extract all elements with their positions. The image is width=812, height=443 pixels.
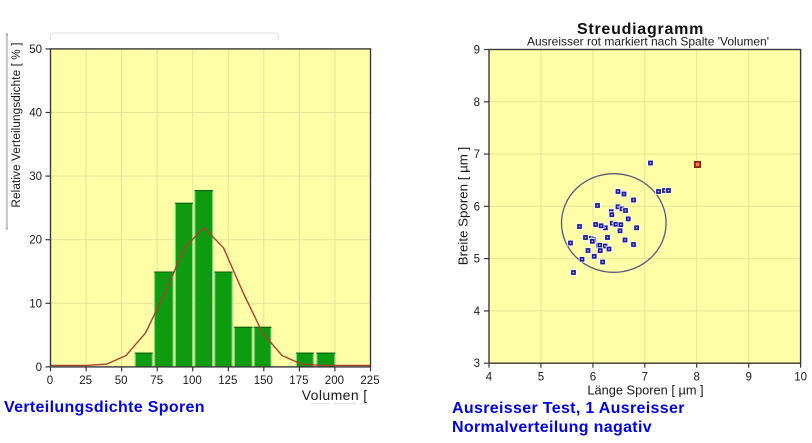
svg-text:10: 10 xyxy=(29,298,42,310)
svg-text:20: 20 xyxy=(29,235,42,247)
svg-text:0: 0 xyxy=(36,362,42,374)
svg-text:Breite Sporen [ µm ]: Breite Sporen [ µm ] xyxy=(456,147,471,266)
svg-text:200: 200 xyxy=(325,375,344,387)
svg-text:7: 7 xyxy=(474,149,480,161)
svg-text:5: 5 xyxy=(474,254,480,266)
svg-text:25: 25 xyxy=(79,375,92,387)
svg-text:Streudiagramm: Streudiagramm xyxy=(577,21,704,38)
svg-text:Volumen [: Volumen [ xyxy=(302,387,368,403)
svg-text:Ausreisser rot markiert nach S: Ausreisser rot markiert nach Spalte 'Vol… xyxy=(527,35,769,49)
svg-text:6: 6 xyxy=(590,372,596,384)
svg-text:125: 125 xyxy=(218,375,237,387)
svg-text:225: 225 xyxy=(360,375,379,387)
svg-text:8: 8 xyxy=(693,372,699,384)
svg-text:4: 4 xyxy=(474,306,481,318)
svg-text:9: 9 xyxy=(745,372,751,384)
svg-text:6: 6 xyxy=(474,201,480,213)
svg-text:Länge Sporen [ µm ]: Länge Sporen [ µm ] xyxy=(587,383,703,398)
svg-text:7: 7 xyxy=(642,372,648,384)
svg-text:50: 50 xyxy=(115,375,128,387)
svg-text:8: 8 xyxy=(474,97,480,109)
svg-text:100: 100 xyxy=(183,375,202,387)
svg-text:40: 40 xyxy=(29,108,42,120)
svg-text:50: 50 xyxy=(29,44,42,56)
svg-text:30: 30 xyxy=(29,171,42,183)
svg-text:150: 150 xyxy=(254,375,273,387)
svg-text:0: 0 xyxy=(47,375,53,387)
svg-text:75: 75 xyxy=(150,375,163,387)
svg-text:5: 5 xyxy=(538,372,544,384)
svg-text:4: 4 xyxy=(486,372,493,384)
svg-text:Relative Verteilungsdichte [ %: Relative Verteilungsdichte [ % ] xyxy=(10,42,23,207)
svg-text:9: 9 xyxy=(474,45,480,57)
svg-text:10: 10 xyxy=(794,372,807,384)
svg-text:175: 175 xyxy=(289,375,308,387)
svg-text:3: 3 xyxy=(474,358,480,370)
